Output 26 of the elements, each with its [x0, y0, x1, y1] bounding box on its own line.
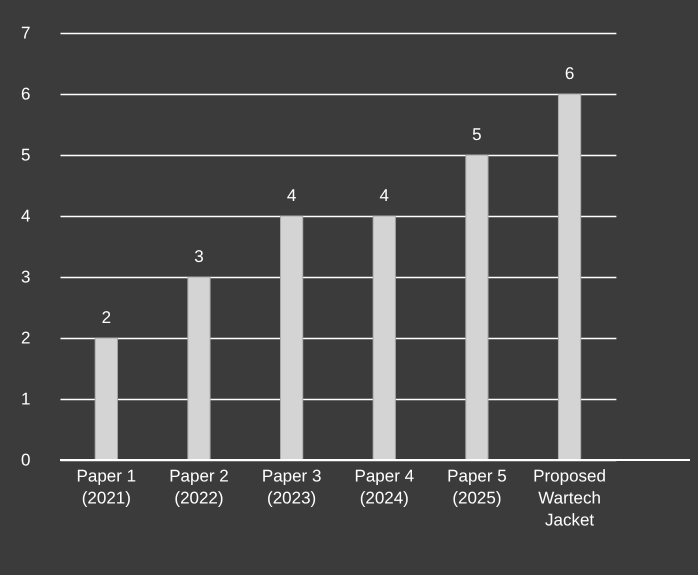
data-label: 3	[194, 247, 204, 266]
bar	[187, 276, 211, 460]
y-tick-label: 4	[21, 206, 30, 226]
bar	[280, 216, 304, 460]
x-tick-label: Paper 3 (2023)	[262, 466, 322, 508]
y-tick-label: 7	[21, 24, 30, 42]
data-label: 5	[472, 125, 482, 144]
data-label: 4	[286, 186, 296, 205]
data-label: 2	[102, 308, 112, 327]
bar	[94, 338, 118, 460]
y-tick-label: 6	[21, 84, 30, 104]
y-tick-label: 5	[21, 146, 30, 164]
bar	[465, 154, 489, 460]
x-tick-label: Paper 2 (2022)	[169, 466, 229, 508]
x-tick-label: Paper 1 (2021)	[76, 466, 136, 508]
y-tick-label: 0	[21, 450, 30, 470]
y-tick-label: 3	[21, 268, 30, 286]
bar	[372, 216, 396, 460]
x-tick-label: Proposed Wartech Jacket	[533, 466, 606, 530]
y-tick-label: 1	[21, 390, 30, 408]
x-tick-label: Paper 5 (2025)	[447, 466, 507, 508]
data-label: 4	[380, 186, 389, 205]
x-tick-label: Paper 4 (2024)	[354, 466, 414, 508]
data-label: 6	[564, 64, 574, 83]
bar	[558, 94, 582, 460]
y-tick-label: 2	[21, 328, 30, 348]
